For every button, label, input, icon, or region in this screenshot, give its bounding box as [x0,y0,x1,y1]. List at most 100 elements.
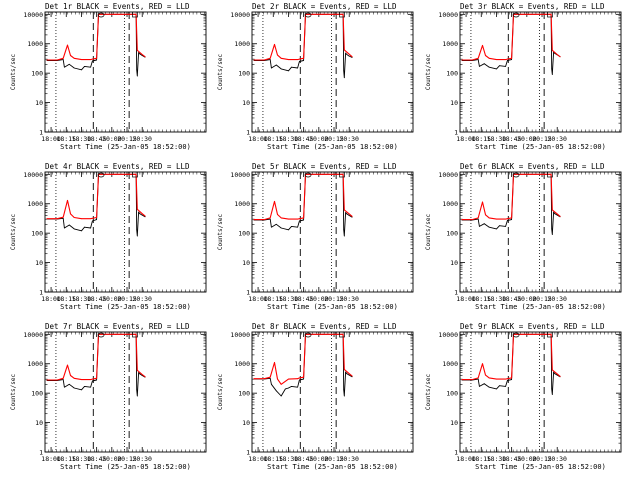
series-point-events [345,212,346,214]
x-tick-label: 18:45 [294,295,314,303]
series-point-events [351,216,353,218]
plot-frame [44,171,207,293]
series-point-events [351,376,353,378]
x-tick-label: 20:15 [324,135,344,143]
series-point-events [343,229,345,231]
series-point-lld [90,59,91,60]
chart-panel-6: Det 6r BLACK = Events, RED = LLD 1 10 100 10… [425,162,622,311]
series-point-lld [485,214,486,216]
series-point-lld [348,213,350,215]
series-point-lld [67,44,68,46]
x-tick-label: 20:00 [102,135,122,143]
series-point-lld [67,199,68,201]
series-point-lld [511,57,513,59]
y-tick-label: 100 [446,230,458,238]
x-tick-label: 20:30 [132,295,152,303]
series-point-events [271,226,272,228]
y-tick-label: 1 [454,289,458,297]
series-point-events [346,213,348,215]
x-tick-label: 20:30 [547,295,567,303]
series-point-events [505,385,506,387]
x-axis-label: Start Time (25-Jan-05 18:52:00) [60,143,191,151]
series-point-lld [90,379,91,380]
series-point-events [297,226,298,228]
x-axis-label: Start Time (25-Jan-05 18:52:00) [60,463,191,471]
saturation-marker [512,172,520,178]
series-point-lld [135,13,137,15]
series-point-events [496,388,497,390]
x-tick-label: 18:45 [87,455,107,463]
series-point-lld [556,54,558,55]
series-point-events [297,386,298,388]
series-point-events [81,230,82,232]
x-tick-label: 20:00 [517,135,537,143]
series-point-events [551,74,553,75]
series-point-events [84,65,85,67]
panel-title: Det 1r BLACK = Events, RED = LLD [45,2,190,11]
series-point-events [511,219,513,220]
series-point-lld [96,217,98,218]
series-point-lld [505,218,506,220]
y-tick-label: 1 [454,129,458,137]
series-point-lld [323,333,325,335]
x-tick-label: 20:00 [517,455,537,463]
series-point-events [84,226,85,228]
series-point-events [553,371,554,373]
y-tick-label: 10000 [230,11,250,19]
series-point-events [64,386,65,388]
series-point-lld [73,57,75,59]
series-point-events [297,67,298,69]
saturation-marker [97,172,105,178]
panel-title: Det 8r BLACK = Events, RED = LLD [252,322,397,331]
series-point-lld [461,379,463,380]
y-axis-label: Counts/sec [425,374,432,411]
series-point-lld [320,13,322,15]
x-tick-label: 18:45 [502,455,522,463]
series-point-lld [135,173,137,175]
plot-frame [459,171,622,293]
series-point-events [348,374,350,376]
y-tick-label: 100 [238,70,250,78]
y-tick-label: 1 [454,449,458,457]
y-tick-label: 1000 [27,40,43,48]
series-point-events [551,228,553,230]
series-point-lld [325,173,327,175]
y-tick-label: 100 [31,70,43,78]
x-tick-label: 20:30 [547,135,567,143]
x-tick-label: 18:15 [263,295,283,303]
series-point-lld [115,13,116,15]
x-tick-label: 18:30 [487,295,507,303]
panel-title: Det 3r BLACK = Events, RED = LLD [460,2,605,11]
series-point-lld [135,333,137,335]
series-point-events [554,213,556,215]
series-point-lld [471,59,473,61]
y-tick-label: 10 [242,419,250,427]
series-point-lld [303,376,305,378]
series-point-events [499,225,500,227]
series-point-events [551,394,553,395]
x-tick-label: 20:30 [132,455,152,463]
x-axis-label: Start Time (25-Jan-05 18:52:00) [267,143,398,151]
series-point-lld [303,217,305,219]
y-axis-label: Counts/sec [217,374,224,411]
x-tick-label: 18:45 [87,295,107,303]
series-point-lld [531,13,533,15]
series-point-events [291,385,292,387]
saturation-marker [304,172,312,178]
series-point-events [139,373,141,375]
series-point-lld [136,49,138,51]
series-point-events [136,75,138,77]
series-point-events [345,52,346,54]
series-point-lld [342,13,344,15]
series-point-events [138,372,139,374]
series-point-lld [113,333,115,335]
series-point-events [73,228,75,230]
x-tick-label: 20:15 [117,135,137,143]
series-point-lld [297,378,298,380]
chart-panel-5: Det 5r BLACK = Events, RED = LLD 1 10 100 10… [217,162,414,311]
series-point-lld [46,379,48,381]
y-tick-label: 10 [450,259,458,267]
series-point-lld [62,57,64,59]
